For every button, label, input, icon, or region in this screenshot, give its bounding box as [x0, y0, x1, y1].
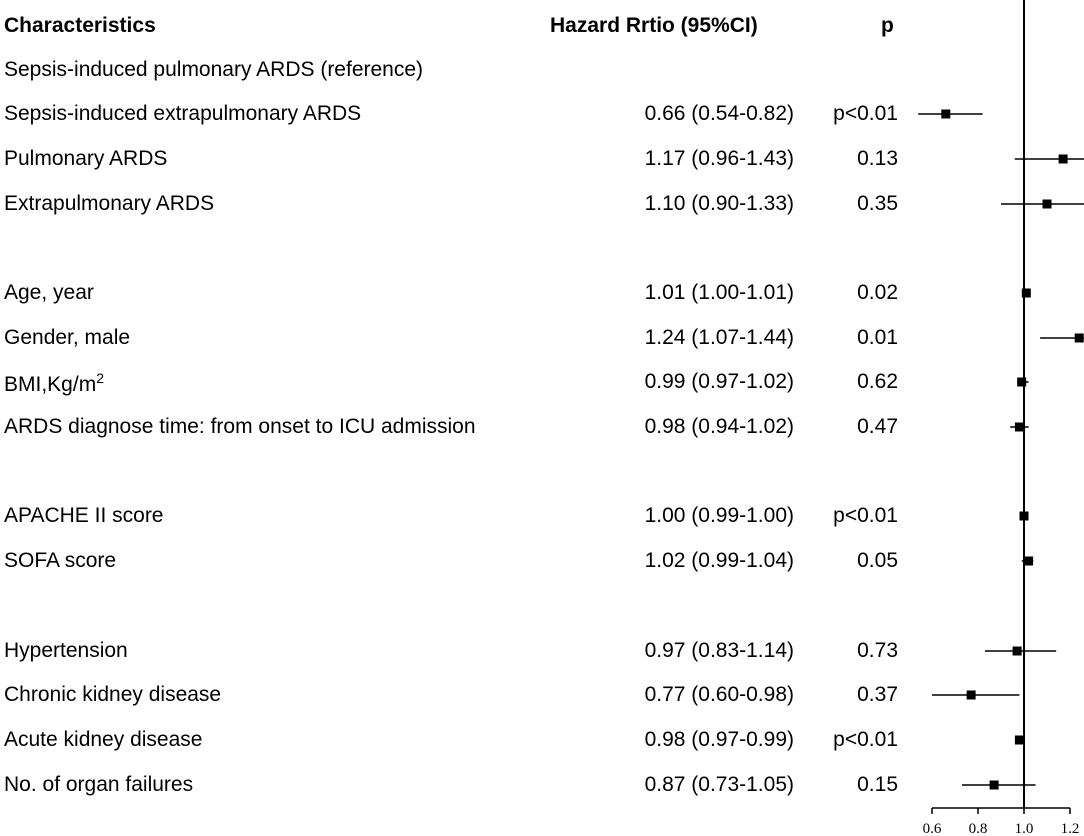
point-marker — [1014, 422, 1024, 432]
row-label: Pulmonary ARDS — [4, 147, 168, 170]
point-marker — [941, 109, 951, 119]
bmi-label-superscript: 2 — [96, 370, 104, 386]
header-hazard-ratio: Hazard Rrtio (95%CI) — [550, 14, 758, 37]
row-p-value: 0.15 — [857, 773, 898, 796]
row-hazard-ratio: 1.01 (1.00-1.01) — [644, 281, 794, 304]
row-p-value: 0.02 — [857, 281, 898, 304]
table-row: SOFA score 1.02 (0.99-1.04) 0.05 — [0, 549, 920, 579]
table-row: Chronic kidney disease 0.77 (0.60-0.98) … — [0, 683, 920, 713]
table-row: Pulmonary ARDS 1.17 (0.96-1.43) 0.13 — [0, 147, 920, 177]
row-hazard-ratio: 1.00 (0.99-1.00) — [644, 504, 794, 527]
row-hazard-ratio: 0.66 (0.54-0.82) — [644, 102, 794, 125]
point-marker — [1021, 288, 1031, 298]
table-row: APACHE II score 1.00 (0.99-1.00) p<0.01 — [0, 504, 920, 534]
header-characteristics: Characteristics — [4, 14, 156, 37]
row-p-value: 0.37 — [857, 683, 898, 706]
row-hazard-ratio: 1.17 (0.96-1.43) — [644, 147, 794, 170]
row-label: Acute kidney disease — [4, 728, 203, 751]
row-p-value: 0.35 — [857, 192, 898, 215]
row-label: Extrapulmonary ARDS — [4, 192, 215, 215]
x-tick-label: 0.8 — [969, 821, 988, 836]
row-label: ARDS diagnose time: from onset to ICU ad… — [4, 415, 476, 438]
row-hazard-ratio: 1.10 (0.90-1.33) — [644, 192, 794, 215]
point-marker — [1012, 646, 1022, 656]
row-label: Hypertension — [4, 639, 128, 662]
row-p-value: 0.01 — [857, 326, 898, 349]
x-tick-label: 1.0 — [1015, 821, 1034, 836]
point-marker — [1074, 333, 1084, 343]
point-marker — [1042, 199, 1052, 209]
row-hazard-ratio: 0.98 (0.97-0.99) — [644, 728, 794, 751]
row-hazard-ratio: 1.24 (1.07-1.44) — [644, 326, 794, 349]
row-p-value: p<0.01 — [833, 102, 898, 125]
row-hazard-ratio: 0.99 (0.97-1.02) — [644, 370, 794, 393]
row-label: Age, year — [4, 281, 94, 304]
table-row: Age, year 1.01 (1.00-1.01) 0.02 — [0, 281, 920, 311]
forest-plot: 0.6 0.8 1.0 1.2 — [918, 0, 1084, 836]
point-marker — [1014, 735, 1024, 745]
row-label: Gender, male — [4, 326, 131, 349]
point-marker — [966, 690, 976, 700]
row-p-value: p<0.01 — [833, 728, 898, 751]
row-p-value: 0.73 — [857, 639, 898, 662]
table-row: Sepsis-induced extrapulmonary ARDS 0.66 … — [0, 102, 920, 132]
table-row: Acute kidney disease 0.98 (0.97-0.99) p<… — [0, 728, 920, 758]
reference-row: Sepsis-induced pulmonary ARDS (reference… — [0, 58, 920, 88]
row-p-value: 0.62 — [857, 370, 898, 393]
row-hazard-ratio: 0.87 (0.73-1.05) — [644, 773, 794, 796]
table-row: BMI,Kg/m2 0.99 (0.97-1.02) 0.62 — [0, 370, 920, 400]
row-label: APACHE II score — [4, 504, 164, 527]
row-hazard-ratio: 0.98 (0.94-1.02) — [644, 415, 794, 438]
row-p-value: p<0.01 — [833, 504, 898, 527]
row-label-bmi: BMI,Kg/m2 — [4, 370, 104, 397]
point-marker — [1058, 154, 1068, 164]
row-hazard-ratio: 1.02 (0.99-1.04) — [644, 549, 794, 572]
point-marker — [1024, 556, 1034, 566]
reference-label: Sepsis-induced pulmonary ARDS (reference… — [4, 58, 424, 81]
point-marker — [989, 780, 999, 790]
row-label: No. of organ failures — [4, 773, 194, 796]
row-hazard-ratio: 0.77 (0.60-0.98) — [644, 683, 794, 706]
row-p-value: 0.05 — [857, 549, 898, 572]
point-marker — [1019, 511, 1029, 521]
row-label: SOFA score — [4, 549, 117, 572]
bmi-label-text: BMI,Kg/m — [4, 373, 97, 396]
x-tick-label: 1.2 — [1061, 821, 1080, 836]
table-row: Gender, male 1.24 (1.07-1.44) 0.01 — [0, 326, 920, 356]
header-p-value: p — [881, 14, 894, 37]
row-label: Sepsis-induced extrapulmonary ARDS — [4, 102, 362, 125]
row-hazard-ratio: 0.97 (0.83-1.14) — [644, 639, 794, 662]
table-row: Hypertension 0.97 (0.83-1.14) 0.73 — [0, 639, 920, 669]
point-marker — [1017, 377, 1027, 387]
row-label: Chronic kidney disease — [4, 683, 222, 706]
x-tick-label: 0.6 — [923, 821, 942, 836]
table-row: Extrapulmonary ARDS 1.10 (0.90-1.33) 0.3… — [0, 192, 920, 222]
table-row: No. of organ failures 0.87 (0.73-1.05) 0… — [0, 773, 920, 803]
row-p-value: 0.13 — [857, 147, 898, 170]
row-p-value: 0.47 — [857, 415, 898, 438]
table-row: ARDS diagnose time: from onset to ICU ad… — [0, 415, 920, 445]
